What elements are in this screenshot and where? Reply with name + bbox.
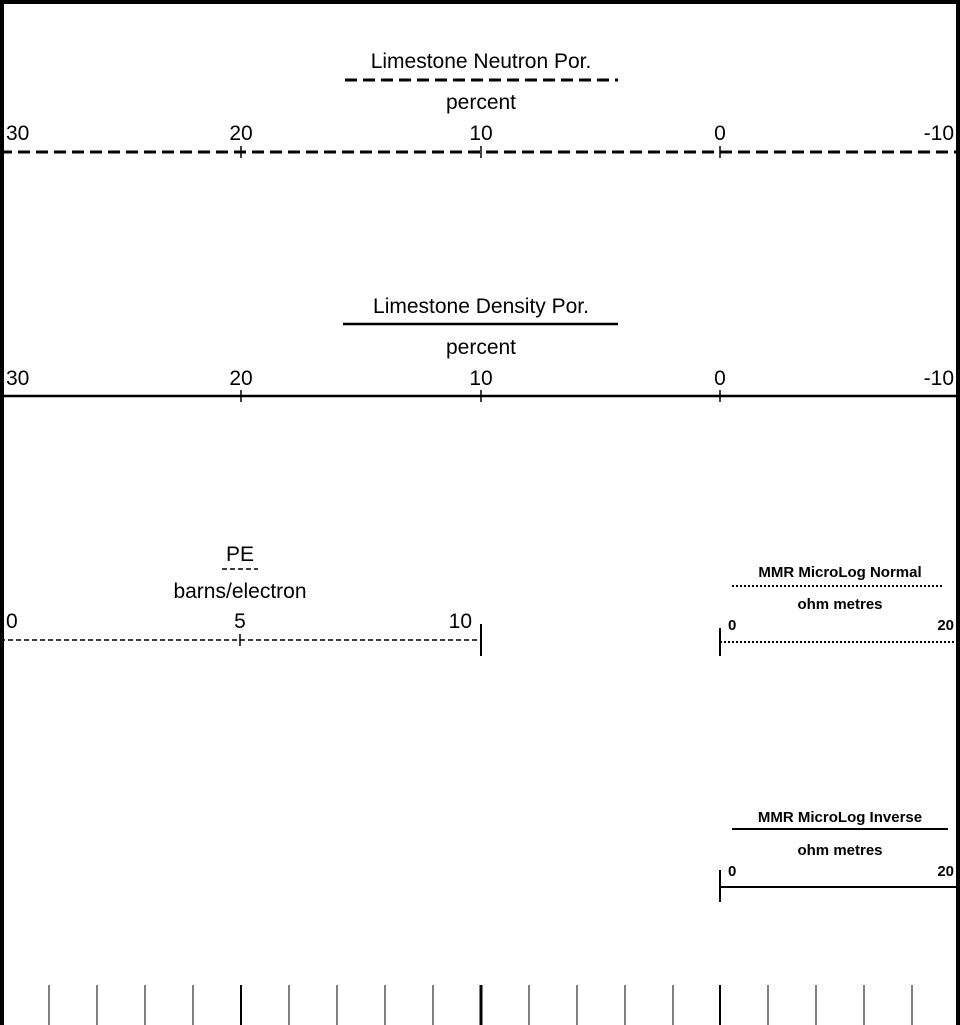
neutron-unit: percent xyxy=(446,91,516,114)
pe-tick-label: 5 xyxy=(234,610,246,633)
density-title: Limestone Density Por. xyxy=(373,295,589,318)
neutron-tick-label: -10 xyxy=(924,122,954,145)
pe-track: PE barns/electron 0 5 10 xyxy=(0,543,482,656)
density-tick-label: 20 xyxy=(229,367,252,390)
microlog-inverse-unit: ohm metres xyxy=(797,842,882,859)
density-porosity-track: Limestone Density Por. percent 30 20 10 … xyxy=(0,295,960,402)
density-unit: percent xyxy=(446,336,516,359)
neutron-porosity-track: Limestone Neutron Por. percent 30 20 10 … xyxy=(0,50,960,158)
density-tick-label: 0 xyxy=(714,367,726,390)
pe-tick-label: 0 xyxy=(6,610,18,633)
pe-tick-label: 10 xyxy=(449,610,472,633)
density-tick-label: 10 xyxy=(469,367,492,390)
pe-title: PE xyxy=(226,543,254,566)
microlog-inverse-tick-label: 0 xyxy=(728,863,736,880)
neutron-title: Limestone Neutron Por. xyxy=(371,50,592,73)
density-tick-label: 30 xyxy=(6,367,29,390)
microlog-normal-title: MMR MicroLog Normal xyxy=(758,564,921,581)
microlog-normal-tick-label: 0 xyxy=(728,617,736,634)
pe-unit: barns/electron xyxy=(173,580,306,603)
neutron-tick-label: 10 xyxy=(469,122,492,145)
grid-tick-row xyxy=(48,985,913,1025)
neutron-tick-label: 0 xyxy=(714,122,726,145)
microlog-normal-unit: ohm metres xyxy=(797,596,882,613)
neutron-tick-label: 30 xyxy=(6,122,29,145)
microlog-inverse-tick-label: 20 xyxy=(937,863,954,880)
neutron-tick-label: 20 xyxy=(229,122,252,145)
microlog-normal-tick-label: 20 xyxy=(937,617,954,634)
density-tick-label: -10 xyxy=(924,367,954,390)
microlog-inverse-track: MMR MicroLog Inverse ohm metres 0 20 xyxy=(719,809,960,902)
microlog-normal-track: MMR MicroLog Normal ohm metres 0 20 xyxy=(719,564,960,656)
microlog-inverse-title: MMR MicroLog Inverse xyxy=(758,809,922,826)
